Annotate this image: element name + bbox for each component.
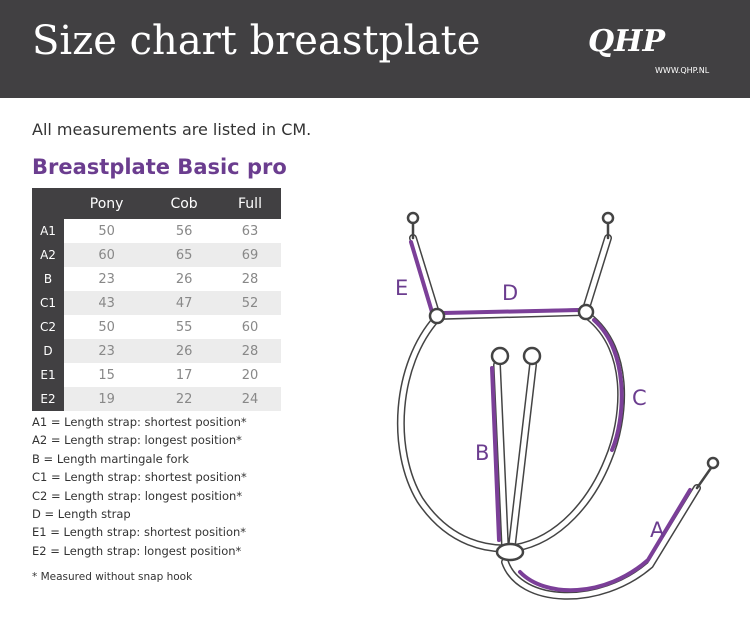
cell: 28	[219, 339, 281, 363]
row-key: E2	[32, 387, 64, 411]
legend-item: D = Length strap	[32, 507, 131, 522]
cell: 24	[219, 387, 281, 411]
cell: 22	[149, 387, 219, 411]
column-header: Full	[219, 188, 281, 219]
column-header: Cob	[149, 188, 219, 219]
title: Size chart breastplate	[32, 18, 481, 64]
cell: 47	[149, 291, 219, 315]
legend-item: B = Length martingale fork	[32, 451, 189, 466]
logo: QHP	[588, 24, 666, 59]
cell: 15	[98, 367, 115, 383]
cell: 28	[241, 271, 259, 287]
cell: 65	[149, 243, 219, 267]
cell: 50	[98, 319, 115, 335]
row: A2 60 65 69	[32, 243, 281, 267]
row-key: D	[32, 339, 64, 363]
strap-inner	[398, 235, 700, 599]
legend: A1 = Length strap: shortest position* A2 …	[32, 413, 247, 560]
cell: 23	[98, 271, 115, 287]
cell: 43	[64, 291, 150, 315]
cell: 52	[219, 291, 281, 315]
row: C2 50 55 60	[32, 315, 281, 339]
row-key: A2	[32, 243, 64, 267]
row: B 23 26 28	[32, 267, 281, 291]
column-header: Pony	[64, 188, 150, 219]
note: All measurements are listed in CM.	[32, 120, 312, 139]
cell: 23	[64, 339, 150, 363]
row-key: B	[32, 267, 64, 291]
legend-item: C2 = Length strap: longest position*	[32, 488, 243, 503]
size-table: Pony Cob Full A1 50 56 63 A2 60 65 69 B 23 26 28 C1 43 47…	[32, 188, 281, 411]
row-key: A1	[32, 219, 64, 243]
straps	[396, 211, 720, 600]
legend-item: E2 = Length strap: longest position*	[32, 543, 242, 558]
legend-item: C1 = Length strap: shortest position*	[32, 470, 247, 485]
row-key: C2	[32, 315, 64, 339]
row: A1 50 56 63	[32, 219, 281, 243]
label-c: C	[632, 386, 647, 410]
legend-item: A2 = Length strap: longest position*	[32, 433, 242, 448]
header	[0, 0, 750, 98]
cell: 17	[175, 367, 193, 383]
legend-item: E1 = Length strap: shortest position*	[32, 525, 247, 540]
row: D 23 26 28	[32, 339, 281, 363]
cell: 60	[64, 243, 150, 267]
footnote: * Measured without snap hook	[32, 571, 193, 583]
cell: 26	[175, 271, 193, 287]
row: E1 15 17 20	[32, 363, 281, 387]
rings	[406, 211, 720, 562]
cell: 60	[241, 319, 259, 335]
cell: 56	[175, 223, 193, 239]
corner	[32, 188, 64, 219]
cell: 69	[219, 243, 281, 267]
legend-item: A1 = Length strap: shortest position*	[32, 415, 247, 429]
label-e: E	[395, 276, 408, 300]
label-b: B	[475, 441, 489, 465]
measured-segments	[409, 240, 692, 593]
row-key: E1	[32, 363, 64, 387]
label-a: A	[650, 518, 665, 542]
cell: 19	[64, 387, 150, 411]
product: Breastplate Basic pro	[32, 155, 287, 179]
header-row: Pony Cob Full	[32, 188, 281, 219]
strap-outline	[396, 234, 701, 600]
label-d: D	[502, 281, 518, 305]
row: C1 43 47 52	[32, 291, 281, 315]
website: WWW.QHP.NL	[655, 66, 710, 75]
row-key: C1	[32, 291, 64, 315]
cell: 50	[98, 223, 115, 239]
cell: 55	[175, 319, 193, 335]
cell: 63	[241, 223, 259, 239]
cell: 26	[149, 339, 219, 363]
row: E2 19 22 24	[32, 387, 281, 411]
cell: 20	[241, 367, 259, 383]
